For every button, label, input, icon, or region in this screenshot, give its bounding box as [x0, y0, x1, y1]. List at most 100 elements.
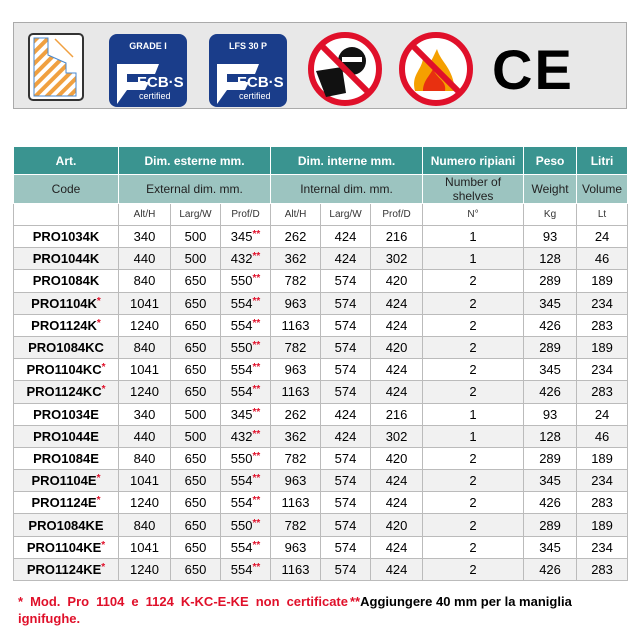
unit-cell: Alt/H	[270, 203, 322, 226]
int-w-cell: 424	[320, 247, 372, 271]
ext-w-cell: 500	[170, 424, 221, 448]
int-w-cell: 574	[320, 269, 372, 293]
unit-cell: Kg	[523, 203, 578, 226]
asterisk-mark: *	[101, 561, 106, 573]
badge-title: GRADE I	[129, 41, 167, 51]
int-w-cell-value: 574	[334, 340, 357, 356]
ext-h-cell: 440	[118, 424, 171, 448]
code-cell: PRO1104KC*	[13, 358, 119, 382]
ext-w-cell-value: 650	[184, 473, 207, 489]
code-cell: PRO1044E	[13, 424, 119, 448]
int-d-cell-value: 424	[385, 295, 408, 311]
weight-cell-value: 345	[539, 539, 561, 555]
ext-w-cell: 500	[170, 224, 221, 249]
ext-w-cell-value: 650	[184, 273, 207, 289]
weight-cell: 426	[523, 313, 578, 337]
int-w-cell-value: 574	[334, 273, 357, 289]
shelves-cell: 2	[422, 491, 525, 515]
int-w-cell: 424	[320, 224, 372, 249]
asterisk-mark: **	[252, 251, 261, 263]
int-d-cell-value: 420	[385, 517, 408, 533]
table-row: PRO1104K* 1041 650 554** 963 574 424 2 345 234	[13, 291, 629, 315]
ext-w-cell: 650	[170, 491, 221, 515]
int-d-cell-value: 216	[385, 406, 408, 422]
volume-cell-value: 189	[591, 340, 613, 356]
wall-section-icon	[28, 33, 84, 101]
int-h-cell: 963	[270, 291, 322, 315]
table-row: PRO1044K 440 500 432** 362 424 302 1 128 46	[13, 247, 629, 271]
ext-d-cell-value: 550	[230, 273, 253, 289]
volume-cell-value: 283	[591, 317, 613, 333]
ext-d-cell-value: 554	[230, 384, 253, 400]
ext-h-cell-value: 1240	[130, 317, 159, 333]
ext-h-cell-value: 340	[133, 406, 156, 422]
asterisk-mark: **	[252, 406, 261, 418]
shelves-cell-value: 2	[469, 317, 477, 333]
ext-d-cell-value: 554	[230, 317, 253, 333]
table-row: PRO1104KE* 1041 650 554** 963 574 424 2 345 234	[13, 535, 629, 559]
code-cell-value: PRO1124K	[31, 317, 97, 333]
ext-w-cell: 650	[170, 469, 221, 493]
ext-w-cell-value: 500	[184, 428, 207, 444]
weight-cell-value: 426	[539, 317, 561, 333]
ext-w-cell-value: 650	[184, 384, 207, 400]
ext-h-cell: 1041	[118, 535, 171, 559]
int-d-cell-value: 420	[385, 273, 408, 289]
ext-w-cell: 650	[170, 446, 221, 471]
ext-d-cell-value: 554	[230, 473, 253, 489]
shelves-cell: 1	[422, 224, 525, 249]
weight-cell: 426	[523, 491, 578, 515]
weight-cell-value: 426	[539, 384, 561, 400]
code-cell-value: PRO1084E	[33, 450, 99, 466]
ext-w-cell-value: 650	[184, 539, 207, 555]
int-w-cell: 574	[320, 358, 372, 382]
int-w-cell: 574	[320, 535, 372, 559]
ext-h-cell: 840	[118, 269, 171, 293]
shelves-cell-value: 1	[469, 406, 477, 422]
badge-brand: ECB·S	[237, 74, 284, 91]
volume-cell-value: 24	[594, 229, 610, 245]
int-w-cell-value: 574	[334, 362, 357, 378]
weight-cell: 289	[523, 269, 578, 293]
weight-cell: 289	[523, 446, 578, 471]
int-d-cell-value: 424	[385, 384, 408, 400]
asterisk-mark: *	[101, 362, 106, 374]
int-w-cell: 574	[320, 291, 372, 315]
int-d-cell-value: 302	[385, 251, 408, 267]
asterisk-mark: **	[252, 295, 261, 307]
weight-cell: 289	[523, 335, 578, 360]
ext-h-cell: 1041	[118, 469, 171, 493]
weight-cell-value: 93	[542, 406, 558, 422]
int-d-cell: 420	[370, 335, 424, 360]
code-cell-value: PRO1084KC	[28, 340, 104, 356]
int-d-cell: 424	[370, 380, 424, 404]
volume-cell: 46	[576, 424, 629, 448]
int-h-cell: 262	[270, 224, 322, 249]
asterisk-mark: **	[252, 539, 261, 551]
volume-cell-value: 189	[591, 517, 613, 533]
ext-h-cell: 840	[118, 335, 171, 360]
ext-d-cell-value: 554	[230, 362, 253, 378]
asterisk-mark: **	[252, 384, 261, 396]
shelves-cell-value: 1	[469, 251, 477, 267]
int-h-cell-value: 782	[284, 340, 307, 356]
asterisk-mark: *	[96, 473, 101, 485]
weight-cell-value: 128	[539, 251, 561, 267]
footnote-double-star: **Aggiungere 40 mm per la maniglia	[350, 593, 572, 610]
int-h-cell: 782	[270, 513, 322, 537]
int-w-cell-value: 574	[334, 384, 357, 400]
shelves-cell-value: 2	[469, 295, 477, 311]
ext-d-cell-value: 554	[230, 539, 253, 555]
table-row: PRO1124KE* 1240 650 554** 1163 574 424 2 426 283	[13, 557, 629, 582]
code-cell: PRO1034E	[13, 402, 119, 426]
int-w-cell: 574	[320, 380, 372, 404]
footnote-star: * Mod. Pro 1104 e 1124 K-KC-E-KE non cer…	[18, 594, 348, 626]
int-h-cell-value: 963	[284, 539, 307, 555]
code-cell-value: PRO1124KE	[26, 561, 102, 577]
code-cell-value: PRO1104KC	[26, 362, 102, 378]
ext-h-cell-value: 440	[133, 251, 156, 267]
shelves-cell-value: 2	[469, 473, 477, 489]
shelves-cell: 1	[422, 402, 525, 426]
int-h-cell: 1163	[270, 557, 322, 582]
weight-cell: 426	[523, 557, 578, 582]
